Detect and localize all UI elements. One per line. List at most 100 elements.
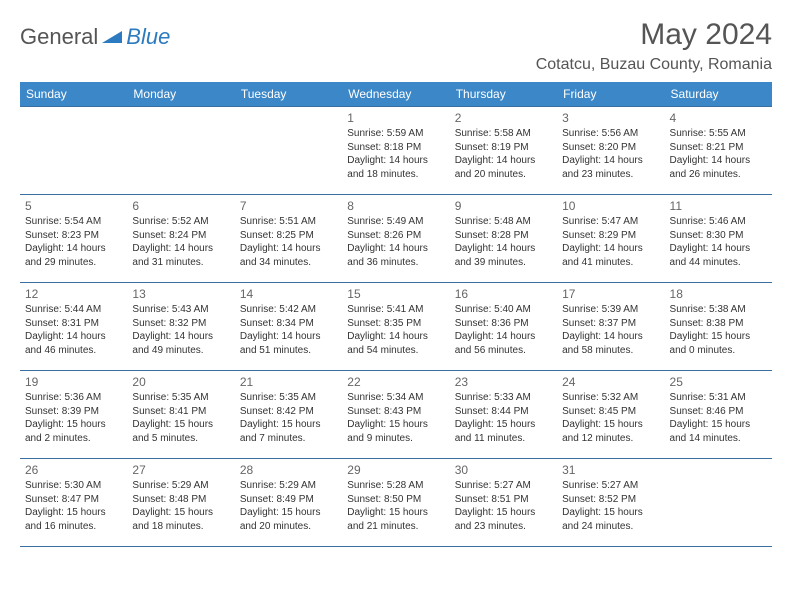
day-number: 3	[562, 111, 659, 125]
daylight1-label: Daylight: 15 hours	[562, 506, 659, 520]
sunset-label: Sunset: 8:26 PM	[347, 229, 444, 243]
day-cell: 11Sunrise: 5:46 AMSunset: 8:30 PMDayligh…	[665, 195, 772, 283]
day-number: 20	[132, 375, 229, 389]
daylight2-label: and 58 minutes.	[562, 344, 659, 358]
daylight1-label: Daylight: 15 hours	[240, 506, 337, 520]
day-number: 27	[132, 463, 229, 477]
sunrise-label: Sunrise: 5:34 AM	[347, 391, 444, 405]
sunrise-label: Sunrise: 5:49 AM	[347, 215, 444, 229]
daylight1-label: Daylight: 15 hours	[347, 418, 444, 432]
day-number: 15	[347, 287, 444, 301]
sunrise-label: Sunrise: 5:36 AM	[25, 391, 122, 405]
daylight2-label: and 34 minutes.	[240, 256, 337, 270]
daylight1-label: Daylight: 14 hours	[562, 242, 659, 256]
daylight2-label: and 51 minutes.	[240, 344, 337, 358]
day-cell: 19Sunrise: 5:36 AMSunset: 8:39 PMDayligh…	[20, 371, 127, 459]
day-cell: 26Sunrise: 5:30 AMSunset: 8:47 PMDayligh…	[20, 459, 127, 547]
day-number: 22	[347, 375, 444, 389]
daylight2-label: and 20 minutes.	[240, 520, 337, 534]
daylight1-label: Daylight: 15 hours	[347, 506, 444, 520]
sunrise-label: Sunrise: 5:35 AM	[240, 391, 337, 405]
day-number: 10	[562, 199, 659, 213]
day-number: 19	[25, 375, 122, 389]
week-row: 19 Sunrise: 5:36 AMSunset: 8:39 PM Dayligh…	[20, 371, 772, 459]
daylight1-label: Daylight: 15 hours	[562, 418, 659, 432]
sunset-label: Sunset: 8:34 PM	[240, 317, 337, 331]
sunrise-label: Sunrise: 5:59 AM	[347, 127, 444, 141]
day-cell: 1Sunrise: 5:59 AMSunset: 8:18 PMDaylight…	[342, 107, 449, 195]
daylight2-label: and 12 minutes.	[562, 432, 659, 446]
day-header: Saturday	[665, 82, 772, 107]
daylight2-label: and 9 minutes.	[347, 432, 444, 446]
day-cell: 30Sunrise: 5:27 AMSunset: 8:51 PMDayligh…	[450, 459, 557, 547]
day-number: 25	[670, 375, 767, 389]
daylight2-label: and 56 minutes.	[455, 344, 552, 358]
daylight1-label: Daylight: 14 hours	[240, 330, 337, 344]
daylight1-label: Daylight: 15 hours	[240, 418, 337, 432]
day-cell: 9Sunrise: 5:48 AMSunset: 8:28 PMDaylight…	[450, 195, 557, 283]
daylight2-label: and 11 minutes.	[455, 432, 552, 446]
week-row: 1Sunrise: 5:59 AMSunset: 8:18 PMDaylight…	[20, 107, 772, 195]
day-number: 11	[670, 199, 767, 213]
day-number: 29	[347, 463, 444, 477]
sunrise-label: Sunrise: 5:46 AM	[670, 215, 767, 229]
brand-text-2: Blue	[126, 24, 170, 50]
day-cell: 15Sunrise: 5:41 AMSunset: 8:35 PMDayligh…	[342, 283, 449, 371]
location-label: Cotatcu, Buzau County, Romania	[536, 56, 772, 74]
day-cell: 12Sunrise: 5:44 AMSunset: 8:31 PMDayligh…	[20, 283, 127, 371]
daylight1-label: Daylight: 15 hours	[670, 418, 767, 432]
sunrise-label: Sunrise: 5:43 AM	[132, 303, 229, 317]
daylight1-label: Daylight: 15 hours	[455, 418, 552, 432]
calendar-table: Sunday Monday Tuesday Wednesday Thursday…	[20, 82, 772, 547]
day-number: 30	[455, 463, 552, 477]
day-cell: 28Sunrise: 5:29 AMSunset: 8:49 PMDayligh…	[235, 459, 342, 547]
sunrise-label: Sunrise: 5:29 AM	[132, 479, 229, 493]
brand-logo: General Blue	[20, 18, 170, 50]
day-number: 31	[562, 463, 659, 477]
day-number: 17	[562, 287, 659, 301]
sunset-label: Sunset: 8:29 PM	[562, 229, 659, 243]
sunset-label: Sunset: 8:45 PM	[562, 405, 659, 419]
day-cell: 22 Sunrise: 5:34 AMSunset: 8:43 PMDayligh…	[342, 371, 449, 459]
month-title: May 2024	[536, 18, 772, 52]
daylight1-label: Daylight: 14 hours	[132, 330, 229, 344]
sunrise-label: Sunrise: 5:39 AM	[562, 303, 659, 317]
week-row: 12Sunrise: 5:44 AMSunset: 8:31 PMDayligh…	[20, 283, 772, 371]
day-header: Tuesday	[235, 82, 342, 107]
sunrise-label: Sunrise: 5:55 AM	[670, 127, 767, 141]
day-cell: 13Sunrise: 5:43 AMSunset: 8:32 PMDayligh…	[127, 283, 234, 371]
sunrise-label: Sunrise: 5:31 AM	[670, 391, 767, 405]
day-header: Sunday	[20, 82, 127, 107]
sunrise-label: Sunrise: 5:44 AM	[25, 303, 122, 317]
daylight2-label: and 54 minutes.	[347, 344, 444, 358]
sunset-label: Sunset: 8:25 PM	[240, 229, 337, 243]
sunset-label: Sunset: 8:43 PM	[347, 405, 444, 419]
daylight2-label: and 5 minutes.	[132, 432, 229, 446]
day-cell: 24Sunrise: 5:32 AMSunset: 8:45 PMDayligh…	[557, 371, 664, 459]
day-number: 26	[25, 463, 122, 477]
day-header: Monday	[127, 82, 234, 107]
day-cell: 7Sunrise: 5:51 AMSunset: 8:25 PMDaylight…	[235, 195, 342, 283]
day-cell: 25Sunrise: 5:31 AMSunset: 8:46 PMDayligh…	[665, 371, 772, 459]
sunset-label: Sunset: 8:21 PM	[670, 141, 767, 155]
day-number: 7	[240, 199, 337, 213]
day-number: 28	[240, 463, 337, 477]
week-row: 5Sunrise: 5:54 AMSunset: 8:23 PMDaylight…	[20, 195, 772, 283]
daylight2-label: and 0 minutes.	[670, 344, 767, 358]
daylight2-label: and 39 minutes.	[455, 256, 552, 270]
day-cell: 3Sunrise: 5:56 AMSunset: 8:20 PMDaylight…	[557, 107, 664, 195]
day-header-row: Sunday Monday Tuesday Wednesday Thursday…	[20, 82, 772, 107]
day-cell: 6Sunrise: 5:52 AMSunset: 8:24 PMDaylight…	[127, 195, 234, 283]
day-number: 23	[455, 375, 552, 389]
calendar-body: 1Sunrise: 5:59 AMSunset: 8:18 PMDaylight…	[20, 107, 772, 547]
sunset-label: Sunset: 8:39 PM	[25, 405, 122, 419]
sunset-label: Sunset: 8:42 PM	[240, 405, 337, 419]
day-number: 2	[455, 111, 552, 125]
sunrise-label: Sunrise: 5:29 AM	[240, 479, 337, 493]
daylight2-label: and 7 minutes.	[240, 432, 337, 446]
sunset-label: Sunset: 8:23 PM	[25, 229, 122, 243]
daylight1-label: Daylight: 14 hours	[25, 330, 122, 344]
sunset-label: Sunset: 8:51 PM	[455, 493, 552, 507]
day-cell: 2Sunrise: 5:58 AMSunset: 8:19 PMDaylight…	[450, 107, 557, 195]
title-block: May 2024 Cotatcu, Buzau County, Romania	[536, 18, 772, 74]
